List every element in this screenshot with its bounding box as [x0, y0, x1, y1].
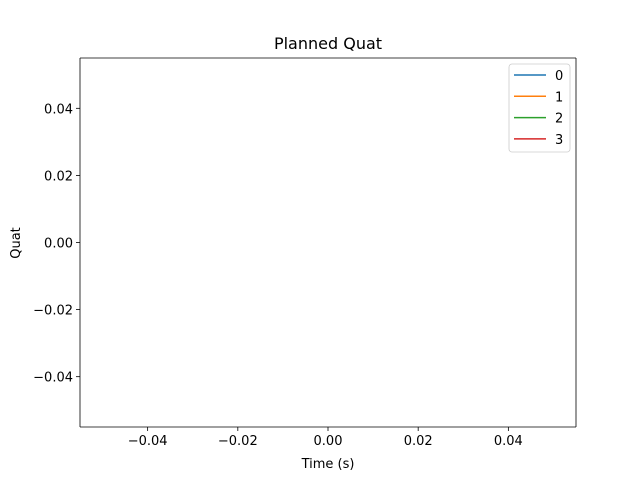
- y-tick-label: 0.02: [44, 169, 73, 184]
- y-axis-ticks: 0.04 0.02 0.00 −0.02 −0.04: [33, 102, 80, 386]
- legend-entries: 0 1 2 3: [514, 69, 563, 148]
- y-tick-label: −0.02: [33, 304, 73, 319]
- legend-label: 1: [555, 90, 563, 105]
- legend: 0 1 2 3: [508, 63, 571, 153]
- legend-label: 3: [555, 133, 563, 148]
- x-tick-label: 0.02: [404, 434, 433, 449]
- legend-box: [508, 63, 571, 153]
- legend-label: 0: [555, 69, 563, 84]
- legend-label: 2: [555, 112, 563, 127]
- x-axis-ticks: −0.04 −0.02 0.00 0.02 0.04: [128, 427, 523, 449]
- x-tick-label: 0.00: [314, 434, 343, 449]
- x-tick-label: −0.04: [128, 434, 168, 449]
- chart-title: Planned Quat: [274, 34, 382, 53]
- y-tick-label: 0.00: [44, 237, 73, 252]
- x-tick-label: 0.04: [494, 434, 523, 449]
- y-tick-label: 0.04: [44, 102, 73, 117]
- x-tick-label: −0.02: [218, 434, 258, 449]
- y-tick-label: −0.04: [33, 371, 73, 386]
- x-axis-label: Time (s): [301, 457, 355, 472]
- plot-area: [80, 58, 576, 427]
- y-axis-label: Quat: [9, 227, 24, 259]
